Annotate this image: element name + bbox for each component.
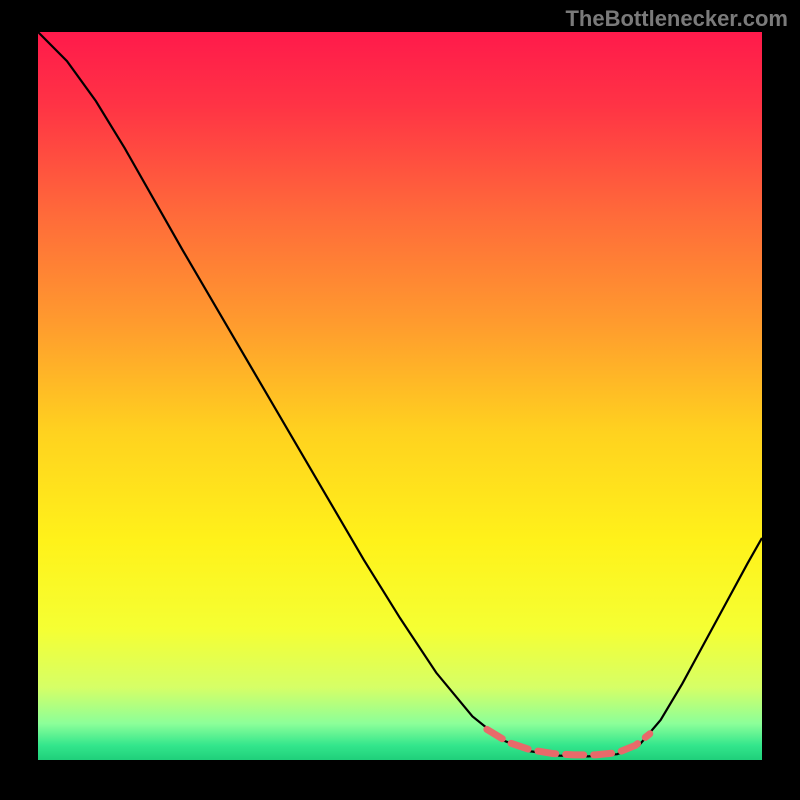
watermark-text: TheBottlenecker.com [565, 6, 788, 32]
chart-svg [38, 32, 762, 760]
highlight-curve [487, 729, 650, 754]
plot-area [38, 32, 762, 760]
main-curve [38, 32, 762, 756]
